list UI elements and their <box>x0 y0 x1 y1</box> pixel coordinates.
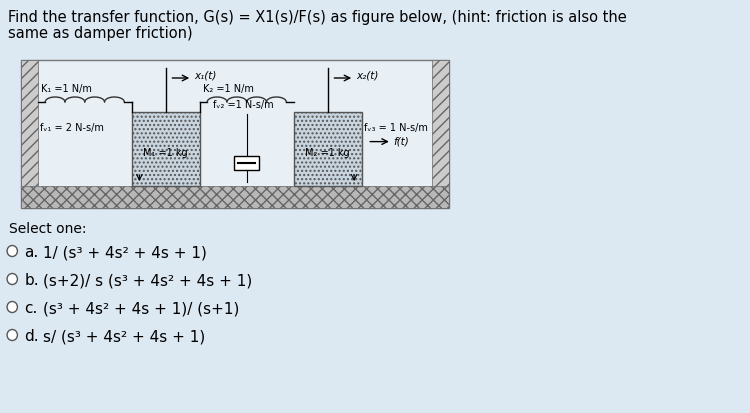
Circle shape <box>7 273 17 285</box>
Text: fᵥ₁ = 2 N-s/m: fᵥ₁ = 2 N-s/m <box>40 123 104 133</box>
Text: same as damper friction): same as damper friction) <box>8 26 192 41</box>
Bar <box>294 112 362 186</box>
Text: f(t): f(t) <box>394 137 410 147</box>
Text: 1/ (s³ + 4s² + 4s + 1): 1/ (s³ + 4s² + 4s + 1) <box>44 245 207 260</box>
Text: (s+2)/ s (s³ + 4s² + 4s + 1): (s+2)/ s (s³ + 4s² + 4s + 1) <box>44 273 253 288</box>
Text: fᵥ₃ = 1 N-s/m: fᵥ₃ = 1 N-s/m <box>364 123 428 133</box>
Text: M₂ =1 kg: M₂ =1 kg <box>305 148 350 158</box>
Bar <box>132 112 200 186</box>
Text: M₁ =1 kg: M₁ =1 kg <box>143 148 188 158</box>
Text: b.: b. <box>25 273 39 288</box>
Text: Select one:: Select one: <box>10 222 87 236</box>
Circle shape <box>7 330 17 340</box>
Text: a.: a. <box>25 245 39 260</box>
Bar <box>235 157 259 171</box>
Text: x₁(t): x₁(t) <box>194 71 216 81</box>
Text: fᵥ₂ =1 N-s/m: fᵥ₂ =1 N-s/m <box>213 100 273 110</box>
Text: Find the transfer function, G(s) = X1(s)/F(s) as figure below, (hint: friction i: Find the transfer function, G(s) = X1(s)… <box>8 10 626 25</box>
Text: c.: c. <box>25 301 38 316</box>
Text: K₂ =1 N/m: K₂ =1 N/m <box>203 84 254 94</box>
Circle shape <box>7 245 17 256</box>
Bar <box>432 60 449 208</box>
Text: d.: d. <box>25 329 39 344</box>
Bar <box>21 60 449 208</box>
Text: (s³ + 4s² + 4s + 1)/ (s+1): (s³ + 4s² + 4s + 1)/ (s+1) <box>44 301 240 316</box>
Bar <box>21 186 449 208</box>
Bar <box>21 60 38 208</box>
Text: s/ (s³ + 4s² + 4s + 1): s/ (s³ + 4s² + 4s + 1) <box>44 329 206 344</box>
Text: K₁ =1 N/m: K₁ =1 N/m <box>41 84 92 94</box>
Circle shape <box>7 301 17 313</box>
Text: x₂(t): x₂(t) <box>356 71 378 81</box>
